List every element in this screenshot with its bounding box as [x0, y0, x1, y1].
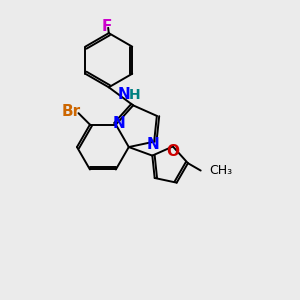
- Text: O: O: [167, 144, 179, 159]
- Text: N: N: [113, 116, 126, 130]
- Text: Br: Br: [61, 104, 81, 119]
- Text: F: F: [102, 19, 112, 34]
- Text: N: N: [118, 87, 130, 102]
- Text: H: H: [128, 88, 140, 102]
- Text: N: N: [146, 137, 159, 152]
- Text: CH₃: CH₃: [209, 164, 232, 177]
